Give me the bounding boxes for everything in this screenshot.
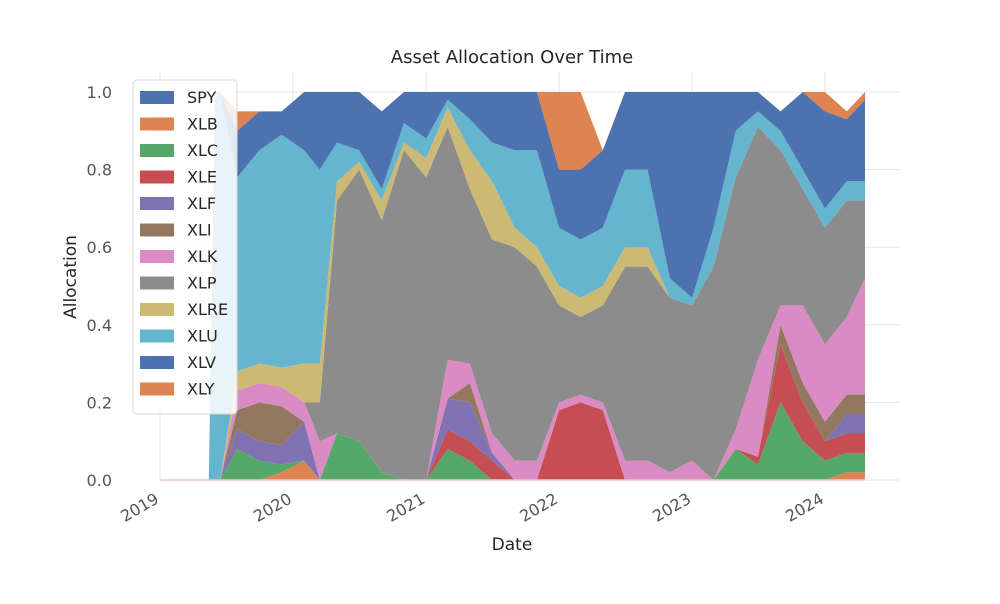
legend-swatch-xlu	[140, 329, 174, 343]
x-tick-label: 2021	[383, 489, 428, 526]
y-tick-label: 0.8	[87, 161, 112, 180]
x-tick-label: 2022	[516, 489, 561, 526]
legend-swatch-xlv	[140, 356, 174, 369]
legend-label-xlre: XLRE	[187, 300, 228, 319]
area-xlb	[160, 460, 865, 480]
x-tick-label: 2019	[117, 489, 162, 526]
legend-swatch-xlre	[140, 303, 174, 316]
area-xlp	[160, 126, 865, 481]
x-axis-label: Date	[492, 535, 533, 555]
legend-label-xlc: XLC	[187, 141, 218, 160]
legend-swatch-xlb	[140, 117, 174, 131]
y-tick-label: 0.6	[87, 238, 112, 257]
legend-label-xle: XLE	[187, 168, 217, 187]
legend-label-xlp: XLP	[187, 274, 217, 293]
area-layer	[160, 92, 865, 481]
y-tick-label: 0.0	[87, 471, 112, 490]
y-tick-label: 0.4	[87, 316, 112, 335]
legend-label-xlf: XLF	[187, 194, 216, 213]
legend: SPY XLB XLC XLE XLF XLI XLK XLP XLRE XLU XLV XLY	[132, 79, 238, 415]
area-xlre	[160, 107, 865, 481]
y-tick-label: 0.2	[87, 393, 112, 412]
legend-label-xlk: XLK	[187, 247, 218, 266]
y-tick-label: 1.0	[87, 83, 112, 102]
legend-label-xly: XLY	[187, 380, 215, 399]
y-axis-label: Allocation	[61, 235, 81, 319]
legend-label-xli: XLI	[187, 221, 212, 240]
legend-swatch-xlk	[140, 250, 174, 263]
legend-label-xlu: XLU	[187, 327, 218, 346]
legend-swatch-xlf	[140, 197, 174, 210]
x-tick-label: 2023	[649, 489, 694, 526]
area-xlu	[160, 92, 865, 480]
x-tick-label: 2024	[782, 489, 827, 526]
area-xlc	[160, 402, 865, 480]
legend-swatch-xli	[140, 223, 174, 237]
legend-label-spy: SPY	[187, 88, 216, 107]
legend-swatch-xlc	[140, 144, 174, 157]
area-xlv	[160, 92, 865, 480]
legend-swatch-xly	[140, 382, 174, 396]
legend-swatch-xlp	[140, 276, 174, 290]
x-tick-label: 2020	[250, 489, 295, 526]
legend-label-xlb: XLB	[187, 115, 218, 134]
legend-swatch-spy	[140, 91, 174, 104]
legend-label-xlv: XLV	[187, 353, 216, 372]
chart-title: Asset Allocation Over Time	[391, 47, 633, 68]
legend-swatch-xle	[140, 170, 174, 184]
